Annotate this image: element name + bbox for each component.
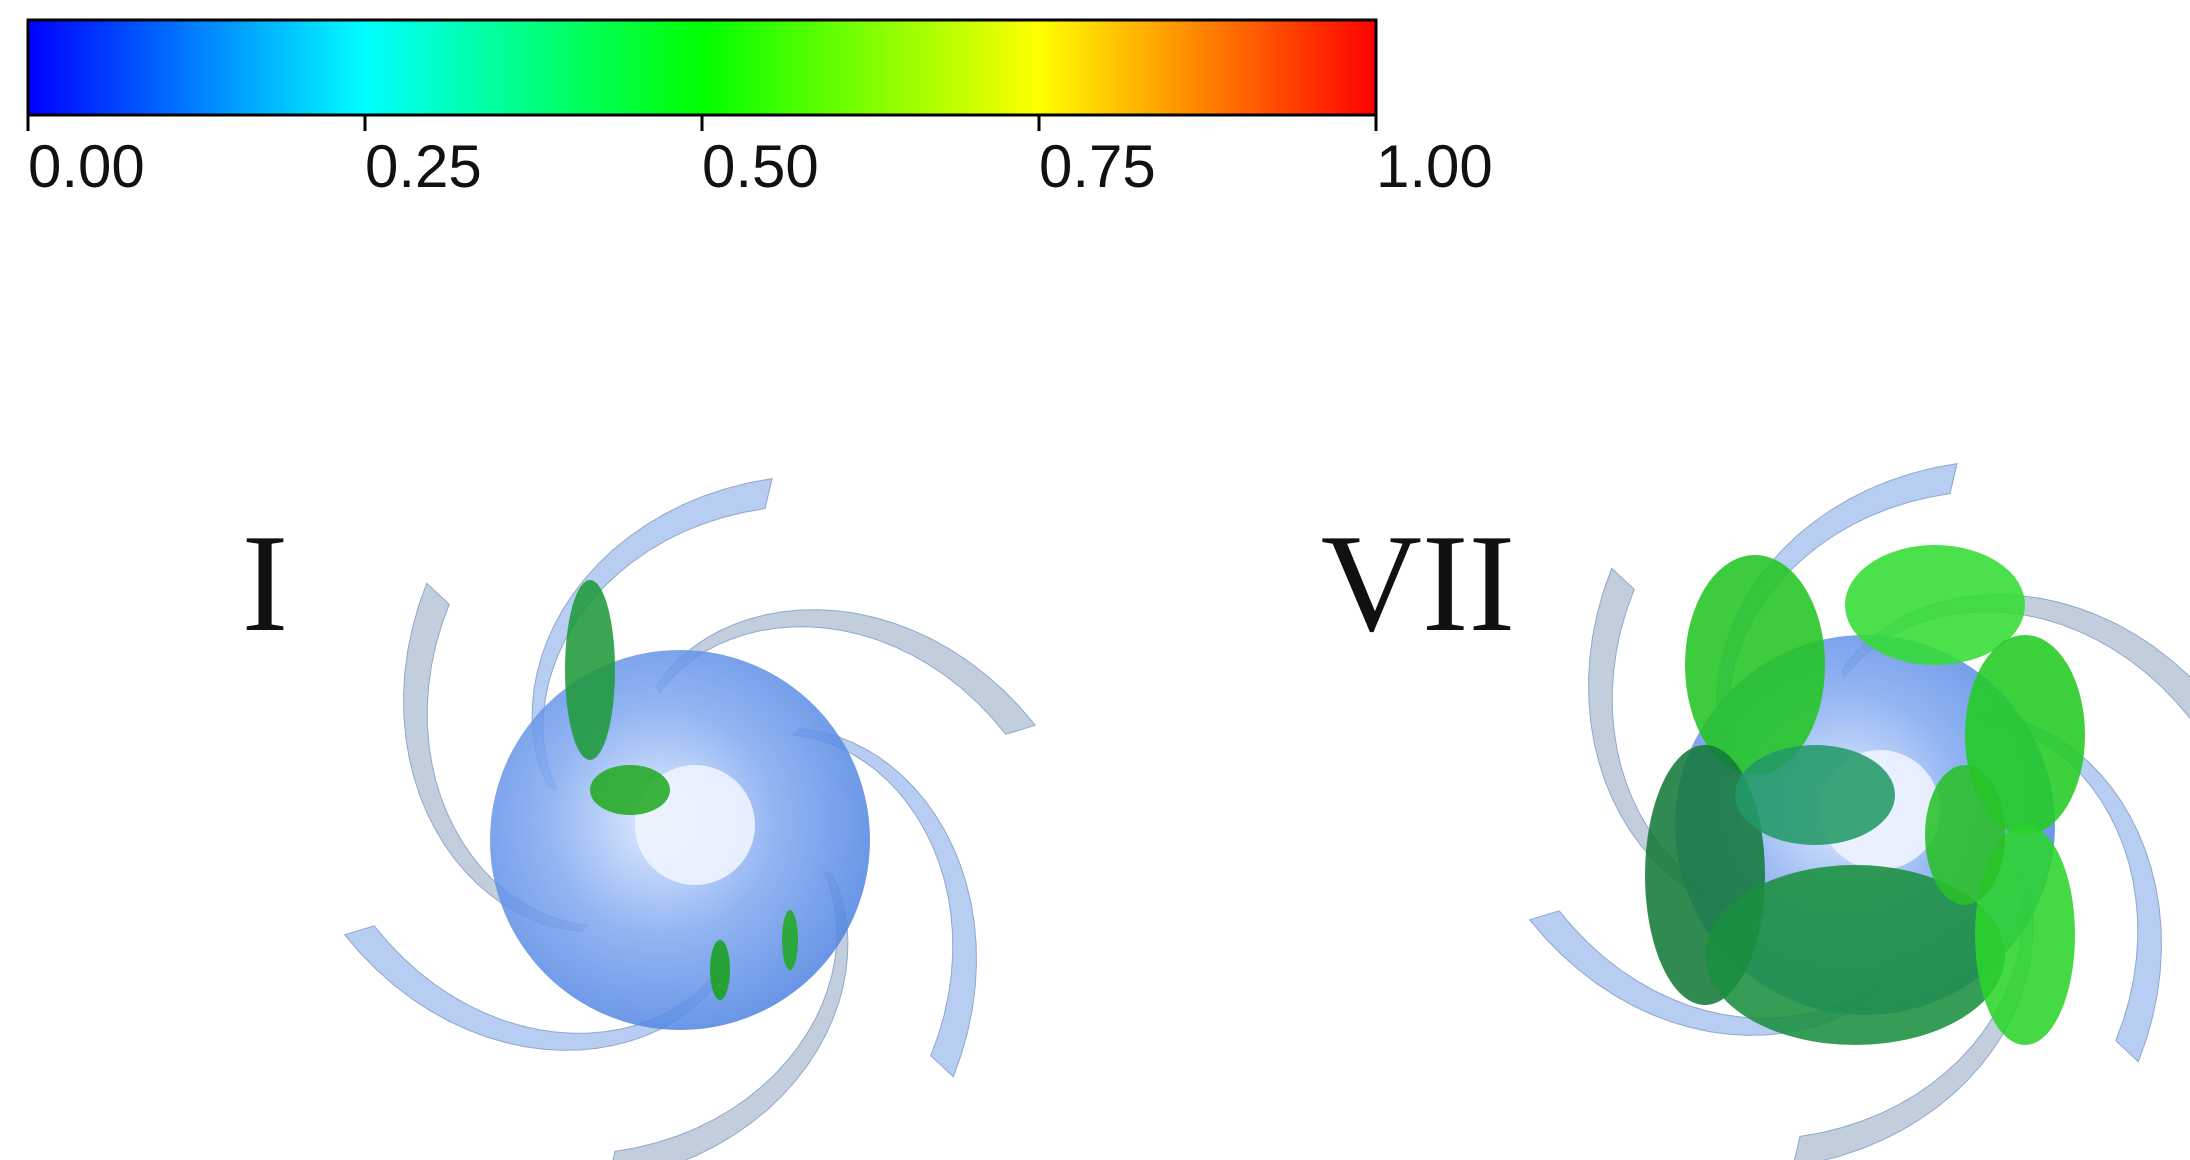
blade <box>656 609 1037 735</box>
vapor-region <box>1705 865 2005 1045</box>
colorbar-ticks: 0.00 0.25 0.50 0.75 1.00 <box>26 115 1493 200</box>
blade <box>343 925 724 1051</box>
vapor-region <box>1925 765 2005 905</box>
blade <box>531 477 773 790</box>
vapor-region <box>1685 555 1825 775</box>
vapor-region <box>1845 545 2025 665</box>
vapor-region <box>565 580 615 760</box>
impeller-panel: I <box>242 477 1037 1160</box>
vapor-region <box>590 765 670 815</box>
vapor-region <box>710 940 730 1000</box>
tick-label: 0.50 <box>702 133 819 200</box>
panel-label: I <box>242 506 289 661</box>
tick-label: 0.00 <box>28 133 145 200</box>
vapor-region <box>1975 825 2075 1045</box>
blade <box>612 870 849 1160</box>
vapor-region <box>1735 745 1895 845</box>
vapor-region <box>1965 635 2085 835</box>
tick-label: 1.00 <box>1376 133 1493 200</box>
tick-label: 0.75 <box>1039 133 1156 200</box>
blade <box>403 582 589 932</box>
tick-label: 0.25 <box>365 133 482 200</box>
impeller-panel: VII <box>1321 462 2190 1160</box>
vapor-region <box>782 910 798 970</box>
colorbar <box>26 18 1378 117</box>
panel-label: VII <box>1321 506 1515 661</box>
blade <box>791 728 977 1078</box>
